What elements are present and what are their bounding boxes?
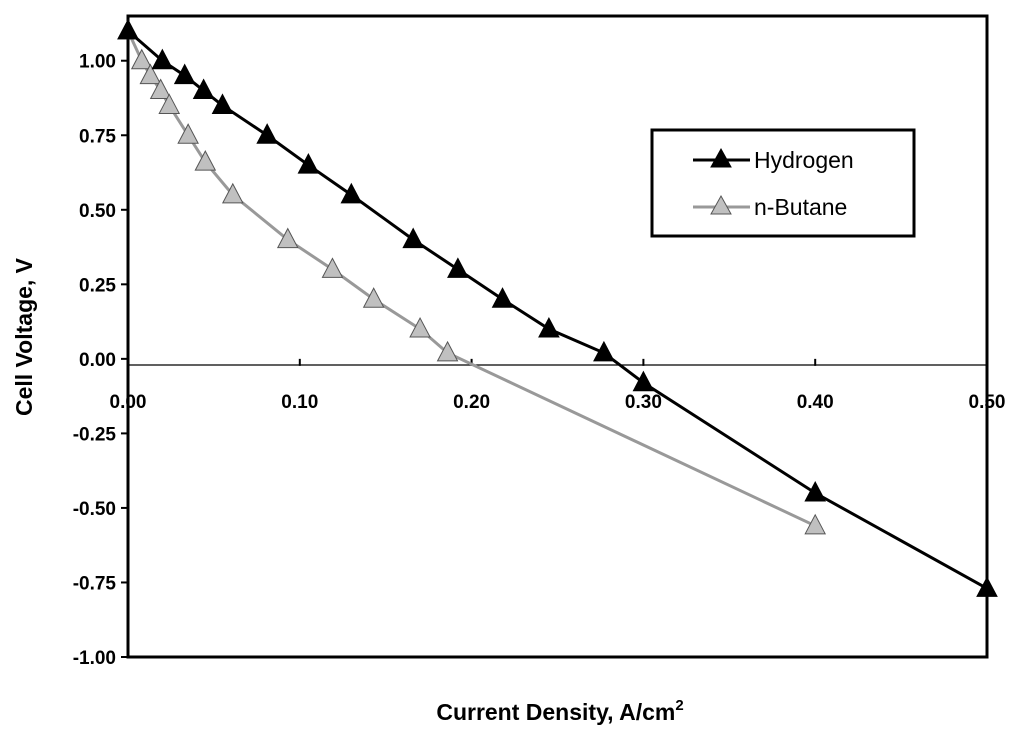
series-layer [117, 18, 998, 597]
x-axis-ticks: 0.00 0.10 0.20 0.30 0.40 0.50 [110, 358, 1006, 413]
data-point-hydrogen [192, 78, 215, 100]
data-point-n-butane [130, 48, 153, 70]
data-point-hydrogen [173, 63, 196, 85]
data-point-hydrogen [256, 123, 278, 144]
legend-box [650, 128, 916, 238]
data-point-n-butane [321, 257, 344, 278]
data-point-hydrogen [402, 227, 425, 249]
data-point-hydrogen [211, 93, 234, 114]
y-tick-label: 0.75 [79, 126, 116, 147]
data-point-hydrogen [447, 257, 469, 278]
data-point-hydrogen [297, 152, 320, 174]
series-hydrogen [117, 18, 998, 597]
legend-marker-hydrogen [710, 147, 732, 168]
data-point-n-butane [194, 150, 217, 171]
data-point-n-butane [409, 316, 431, 338]
data-point-n-butane [139, 63, 162, 85]
data-point-n-butane [804, 513, 827, 535]
data-point-n-butane [221, 182, 244, 204]
data-point-n-butane [276, 227, 299, 249]
data-point-hydrogen [538, 316, 560, 338]
y-tick-label: 1.00 [79, 52, 116, 73]
data-point-n-butane [362, 287, 385, 308]
legend-label-n-butane: n-Butane [754, 194, 847, 220]
x-axis-title: Current Density, A/cm2 [436, 697, 683, 725]
legend-marker-n-butane [710, 194, 732, 215]
data-point-n-butane [177, 123, 199, 144]
data-point-hydrogen [151, 48, 174, 70]
data-point-n-butane [436, 340, 459, 362]
x-axis-title-main: Current Density, A/cm [436, 699, 675, 725]
y-tick-label: 0.25 [79, 275, 116, 296]
y-axis-ticks: 1.00 0.75 0.50 0.25 0.00 -0.25 -0.50 -0.75 -1.00 [73, 52, 128, 669]
y-tick-label: -0.75 [73, 573, 117, 594]
x-tick-label: 0.00 [110, 392, 147, 413]
series-n-butane [117, 18, 827, 535]
x-tick-label: 0.20 [453, 392, 490, 413]
y-tick-label: 0.00 [79, 350, 116, 371]
x-tick-label: 0.50 [969, 392, 1006, 413]
data-point-hydrogen [632, 370, 655, 392]
y-axis-title: Cell Voltage, V [11, 257, 37, 416]
data-point-hydrogen [593, 340, 615, 362]
y-tick-label: -1.00 [73, 648, 116, 669]
y-tick-label: -0.25 [73, 424, 117, 445]
x-tick-label: 0.30 [625, 392, 662, 413]
data-point-hydrogen [340, 182, 363, 204]
data-point-hydrogen [491, 287, 514, 308]
data-point-hydrogen [117, 18, 139, 40]
x-tick-label: 0.40 [797, 392, 834, 413]
x-tick-label: 0.10 [281, 392, 318, 413]
data-point-n-butane [149, 78, 172, 100]
y-tick-label: 0.50 [79, 201, 116, 222]
x-axis-title-superscript: 2 [675, 697, 683, 714]
legend: Hydrogen n-Butane [650, 128, 916, 238]
data-point-hydrogen [804, 480, 827, 502]
data-point-n-butane [158, 93, 181, 114]
legend-label-hydrogen: Hydrogen [754, 147, 854, 173]
data-point-hydrogen [976, 576, 998, 597]
y-tick-label: -0.50 [73, 499, 116, 520]
